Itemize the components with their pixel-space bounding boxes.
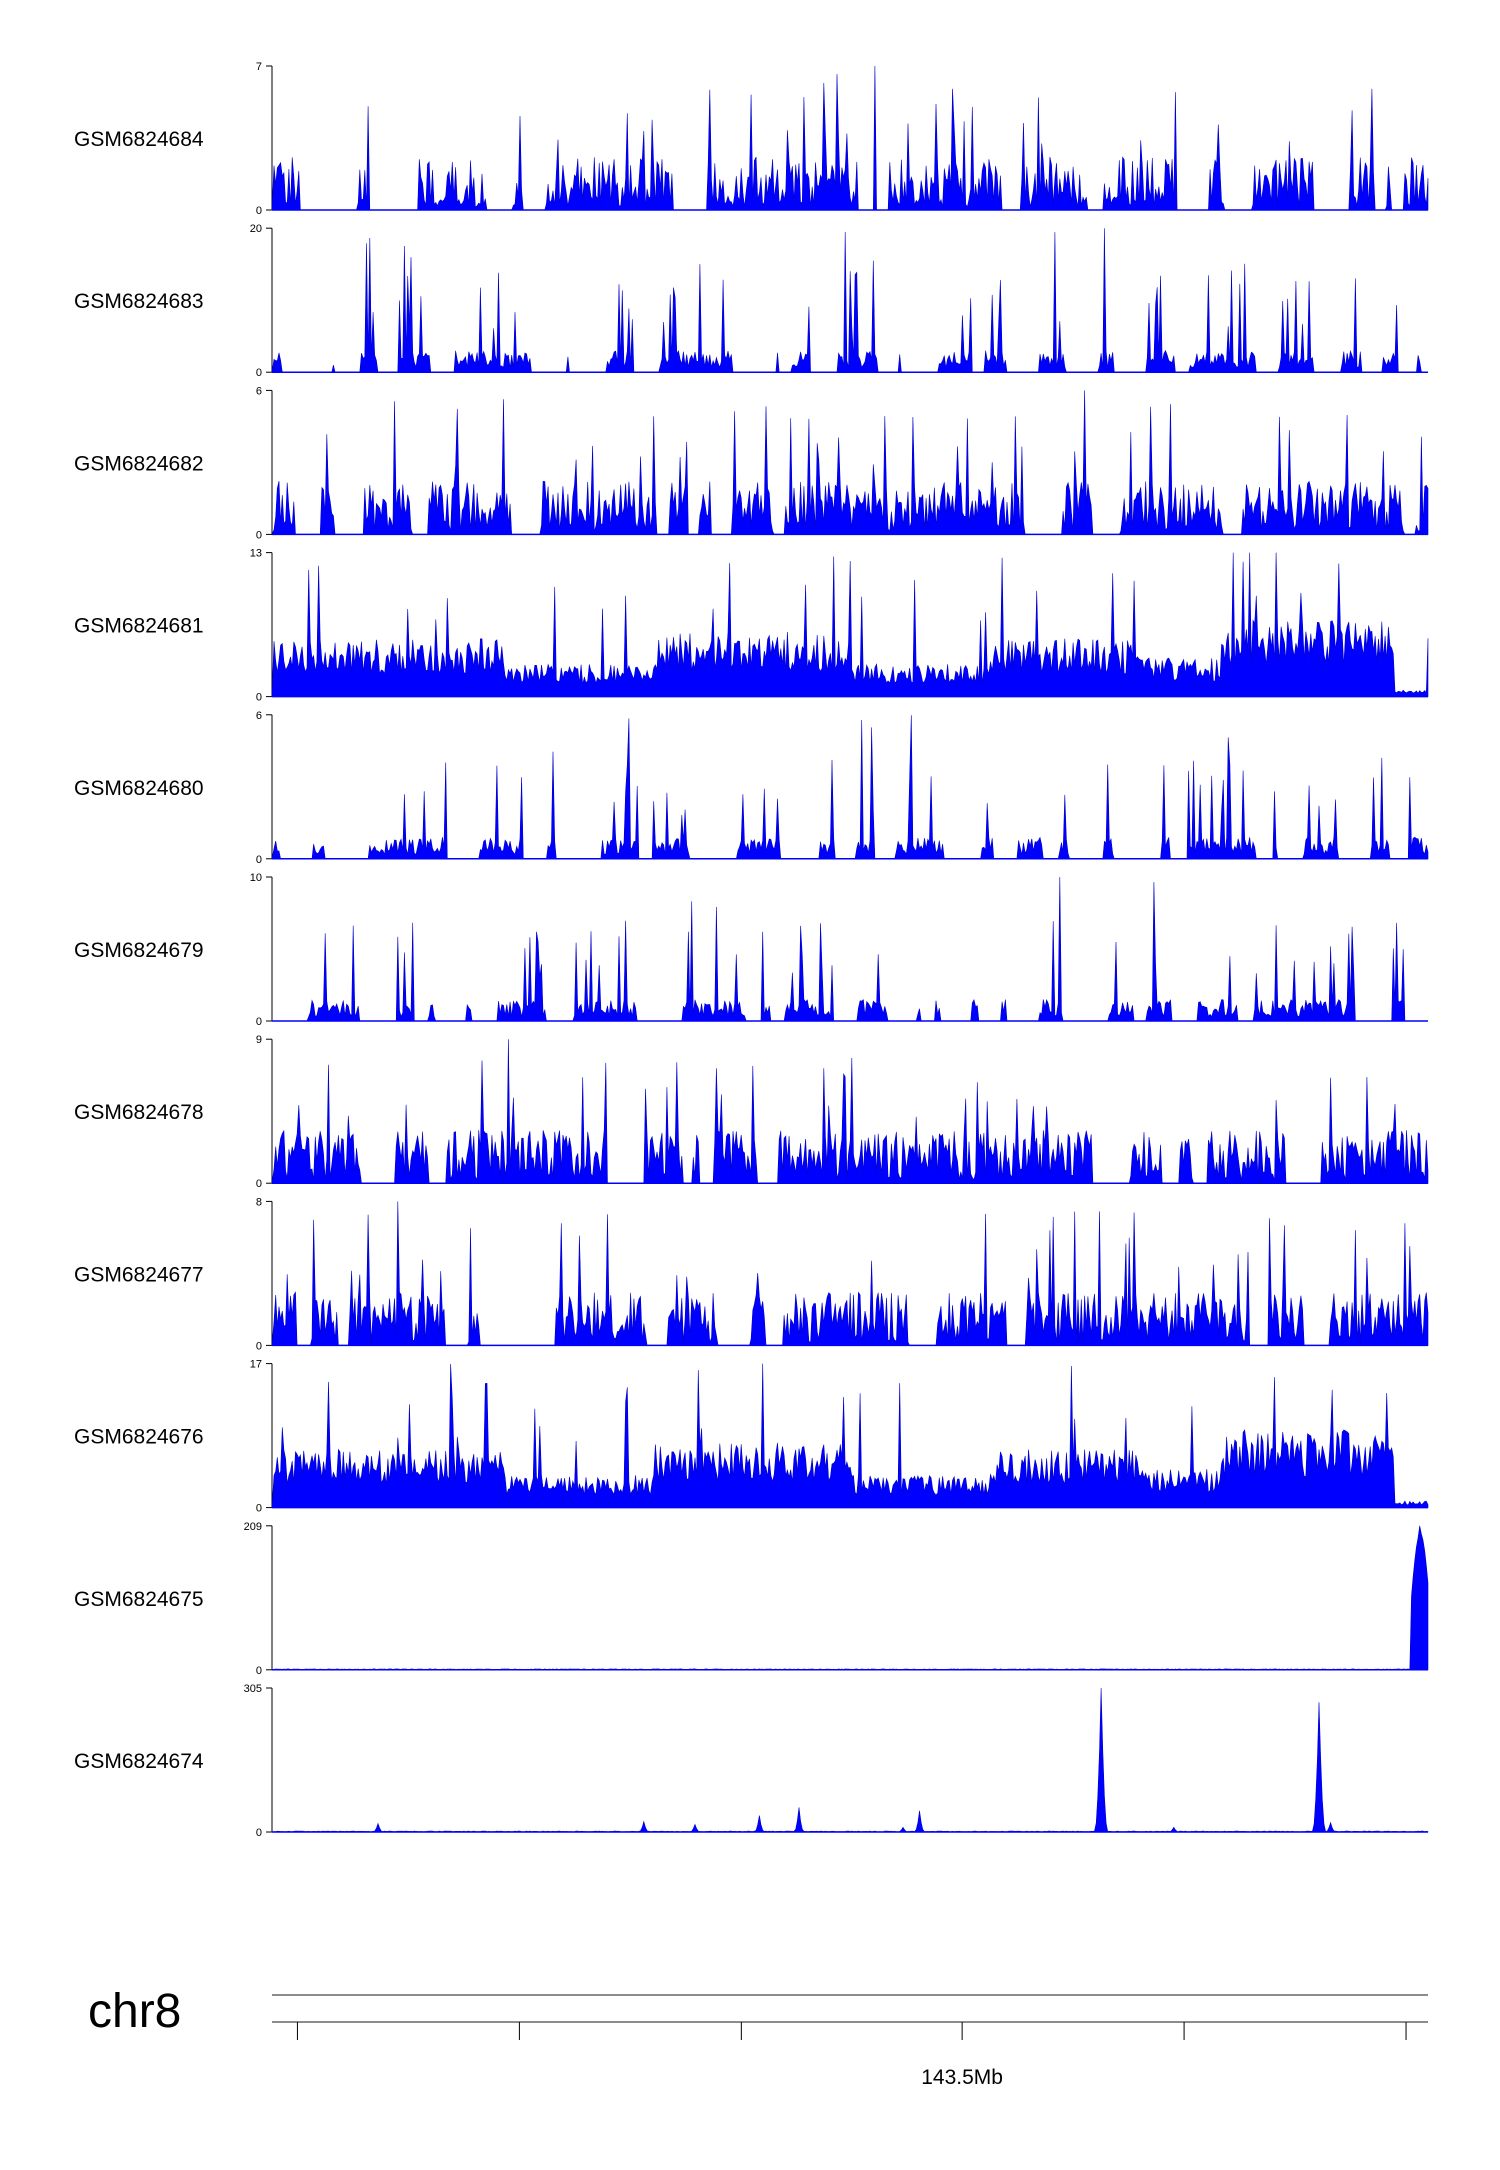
- y-tick-label-min: 0: [256, 692, 262, 704]
- track-GSM6824680: GSM6824680 6 0: [74, 710, 1429, 866]
- signal-area: [271, 552, 1429, 697]
- y-tick-label-min: 0: [256, 1503, 262, 1515]
- y-tick-label-min: 0: [256, 529, 262, 541]
- track-GSM6824684: GSM6824684 7 0: [74, 61, 1429, 217]
- y-tick-label-min: 0: [256, 1016, 262, 1028]
- y-tick-label-min: 0: [256, 1178, 262, 1190]
- y-tick-label-max: 209: [244, 1521, 262, 1533]
- track-label: GSM6824675: [74, 1588, 204, 1611]
- track-GSM6824683: GSM6824683 20 0: [74, 223, 1428, 379]
- y-tick-label-max: 6: [256, 385, 262, 397]
- y-tick-label-max: 13: [250, 548, 262, 560]
- y-tick-label-max: 9: [256, 1034, 262, 1046]
- track-label: GSM6824677: [74, 1263, 204, 1286]
- chromosome-label: chr8: [88, 1985, 181, 2038]
- track-label: GSM6824680: [74, 777, 204, 800]
- signal-area: [271, 1363, 1429, 1508]
- signal-area: [271, 1687, 1429, 1833]
- track-label: GSM6824683: [74, 290, 204, 313]
- track-GSM6824682: GSM6824682 6 0: [74, 385, 1429, 541]
- y-tick-label-max: 8: [256, 1196, 262, 1208]
- y-tick-label-max: 7: [256, 61, 262, 73]
- track-GSM6824676: GSM6824676 17 0: [74, 1359, 1429, 1515]
- track-label: GSM6824681: [74, 615, 204, 638]
- track-GSM6824677: GSM6824677 8 0: [74, 1196, 1429, 1352]
- signal-area: [271, 65, 1429, 211]
- track-label: GSM6824674: [74, 1750, 204, 1773]
- track-GSM6824681: GSM6824681 13 0: [74, 548, 1429, 704]
- track-GSM6824674: GSM6824674 305 0: [74, 1683, 1429, 1839]
- track-label: GSM6824679: [74, 939, 204, 962]
- y-tick-label-min: 0: [256, 1827, 262, 1839]
- y-tick-label-max: 10: [250, 872, 262, 884]
- y-tick-label-max: 17: [250, 1359, 262, 1371]
- track-label: GSM6824684: [74, 128, 204, 151]
- signal-area: [272, 876, 1428, 1022]
- track-label: GSM6824676: [74, 1426, 204, 1449]
- y-tick-label-max: 6: [256, 710, 262, 722]
- track-label: GSM6824682: [74, 452, 204, 475]
- y-tick-label-max: 20: [250, 223, 262, 235]
- track-GSM6824675: GSM6824675 209 0: [74, 1521, 1429, 1677]
- y-tick-label-min: 0: [256, 205, 262, 217]
- y-tick-label-min: 0: [256, 854, 262, 866]
- ruler-tick-label: 143.5Mb: [921, 2066, 1003, 2089]
- track-label: GSM6824678: [74, 1101, 204, 1124]
- track-GSM6824679: GSM6824679 10 0: [74, 872, 1428, 1028]
- y-tick-label-max: 305: [244, 1683, 262, 1695]
- signal-tracks: GSM682468470GSM6824683200GSM682468260GSM…: [74, 61, 1429, 1839]
- y-tick-label-min: 0: [256, 1340, 262, 1352]
- signal-area: [271, 1525, 1429, 1671]
- chromosome-ruler: chr8 143.5Mb: [88, 1985, 1428, 2089]
- signal-area: [271, 715, 1429, 860]
- signal-area: [271, 390, 1429, 535]
- signal-area: [271, 1039, 1429, 1184]
- signal-area: [271, 228, 1428, 373]
- y-tick-label-min: 0: [256, 367, 262, 379]
- signal-area: [271, 1201, 1429, 1346]
- ruler-ticks: 143.5Mb: [296, 2022, 1407, 2089]
- track-GSM6824678: GSM6824678 9 0: [74, 1034, 1429, 1190]
- y-tick-label-min: 0: [256, 1665, 262, 1677]
